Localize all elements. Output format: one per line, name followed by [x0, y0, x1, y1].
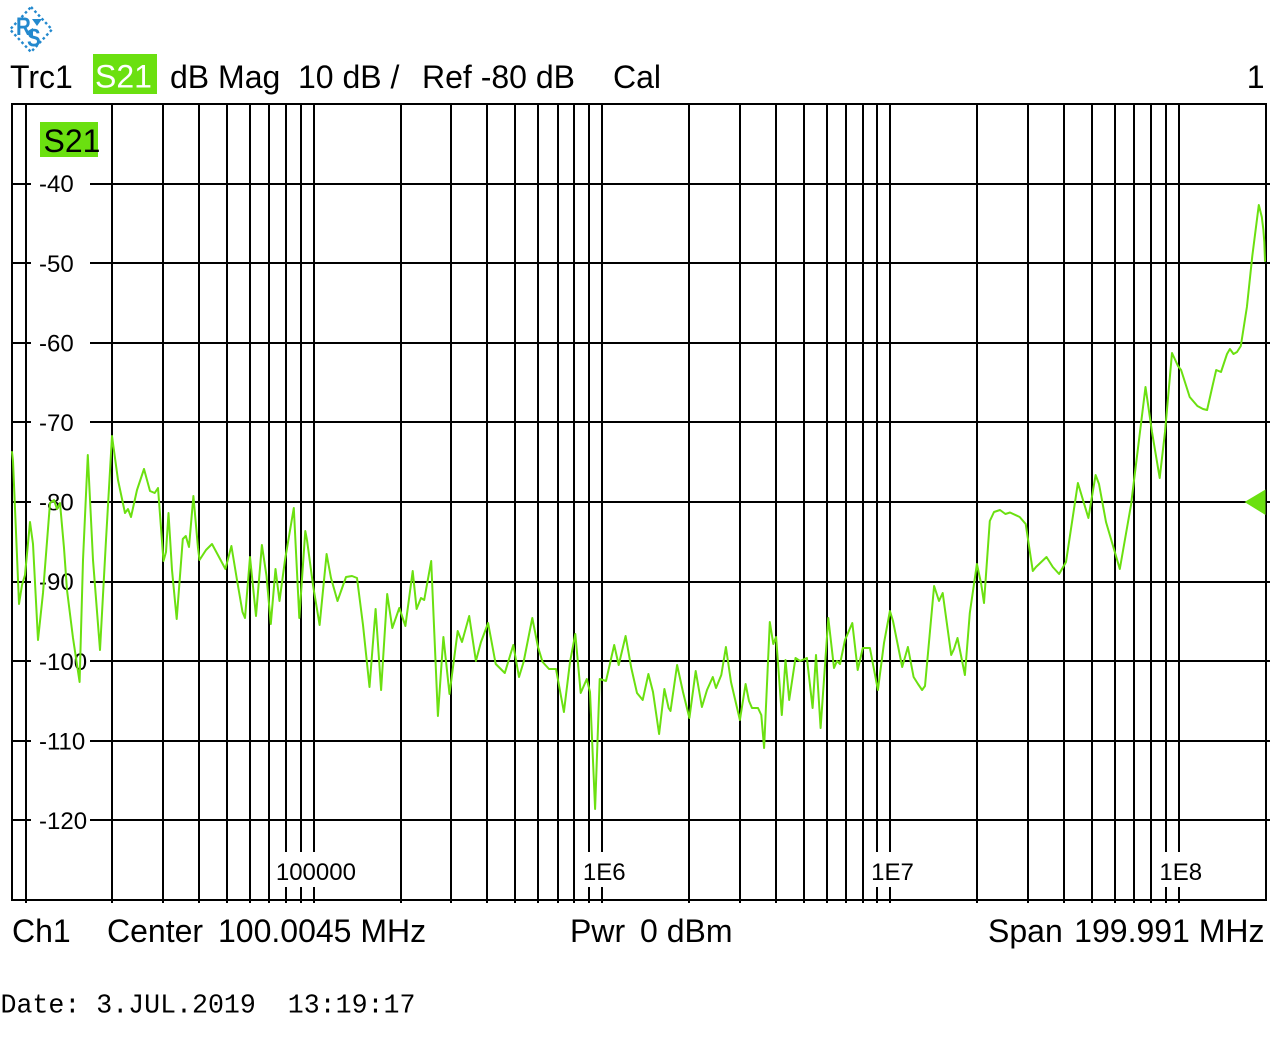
- svg-text:-40: -40: [39, 171, 74, 198]
- svg-text:Date: 3.JUL.2019 13:19:17: Date: 3.JUL.2019 13:19:17: [1, 991, 416, 1021]
- svg-text:-70: -70: [39, 410, 74, 437]
- svg-text:199.991 MHz: 199.991 MHz: [1074, 913, 1264, 949]
- svg-text:1E7: 1E7: [871, 859, 914, 886]
- svg-text:S: S: [27, 24, 41, 52]
- svg-text:Center: Center: [107, 913, 203, 949]
- svg-text:10 dB /: 10 dB /: [298, 59, 400, 95]
- svg-text:Trc1: Trc1: [10, 59, 73, 95]
- svg-text:R: R: [16, 12, 31, 40]
- svg-text:S21: S21: [95, 59, 152, 95]
- svg-text:1E8: 1E8: [1159, 859, 1202, 886]
- svg-text:S21: S21: [44, 123, 101, 159]
- svg-text:Pwr: Pwr: [570, 913, 625, 949]
- svg-text:Span: Span: [988, 913, 1063, 949]
- svg-text:1: 1: [1247, 59, 1265, 95]
- svg-text:100.0045 MHz: 100.0045 MHz: [218, 913, 426, 949]
- svg-text:Cal: Cal: [613, 59, 661, 95]
- svg-text:-120: -120: [39, 808, 87, 835]
- svg-text:100000: 100000: [276, 859, 356, 886]
- svg-text:Ch1: Ch1: [12, 913, 71, 949]
- svg-text:-80: -80: [39, 490, 74, 517]
- svg-text:Ref -80 dB: Ref -80 dB: [422, 59, 575, 95]
- svg-text:dB Mag: dB Mag: [170, 59, 280, 95]
- svg-text:1E6: 1E6: [583, 859, 626, 886]
- svg-text:0 dBm: 0 dBm: [640, 913, 732, 949]
- svg-text:-60: -60: [39, 330, 74, 357]
- svg-text:-50: -50: [39, 251, 74, 278]
- svg-text:-110: -110: [39, 728, 85, 755]
